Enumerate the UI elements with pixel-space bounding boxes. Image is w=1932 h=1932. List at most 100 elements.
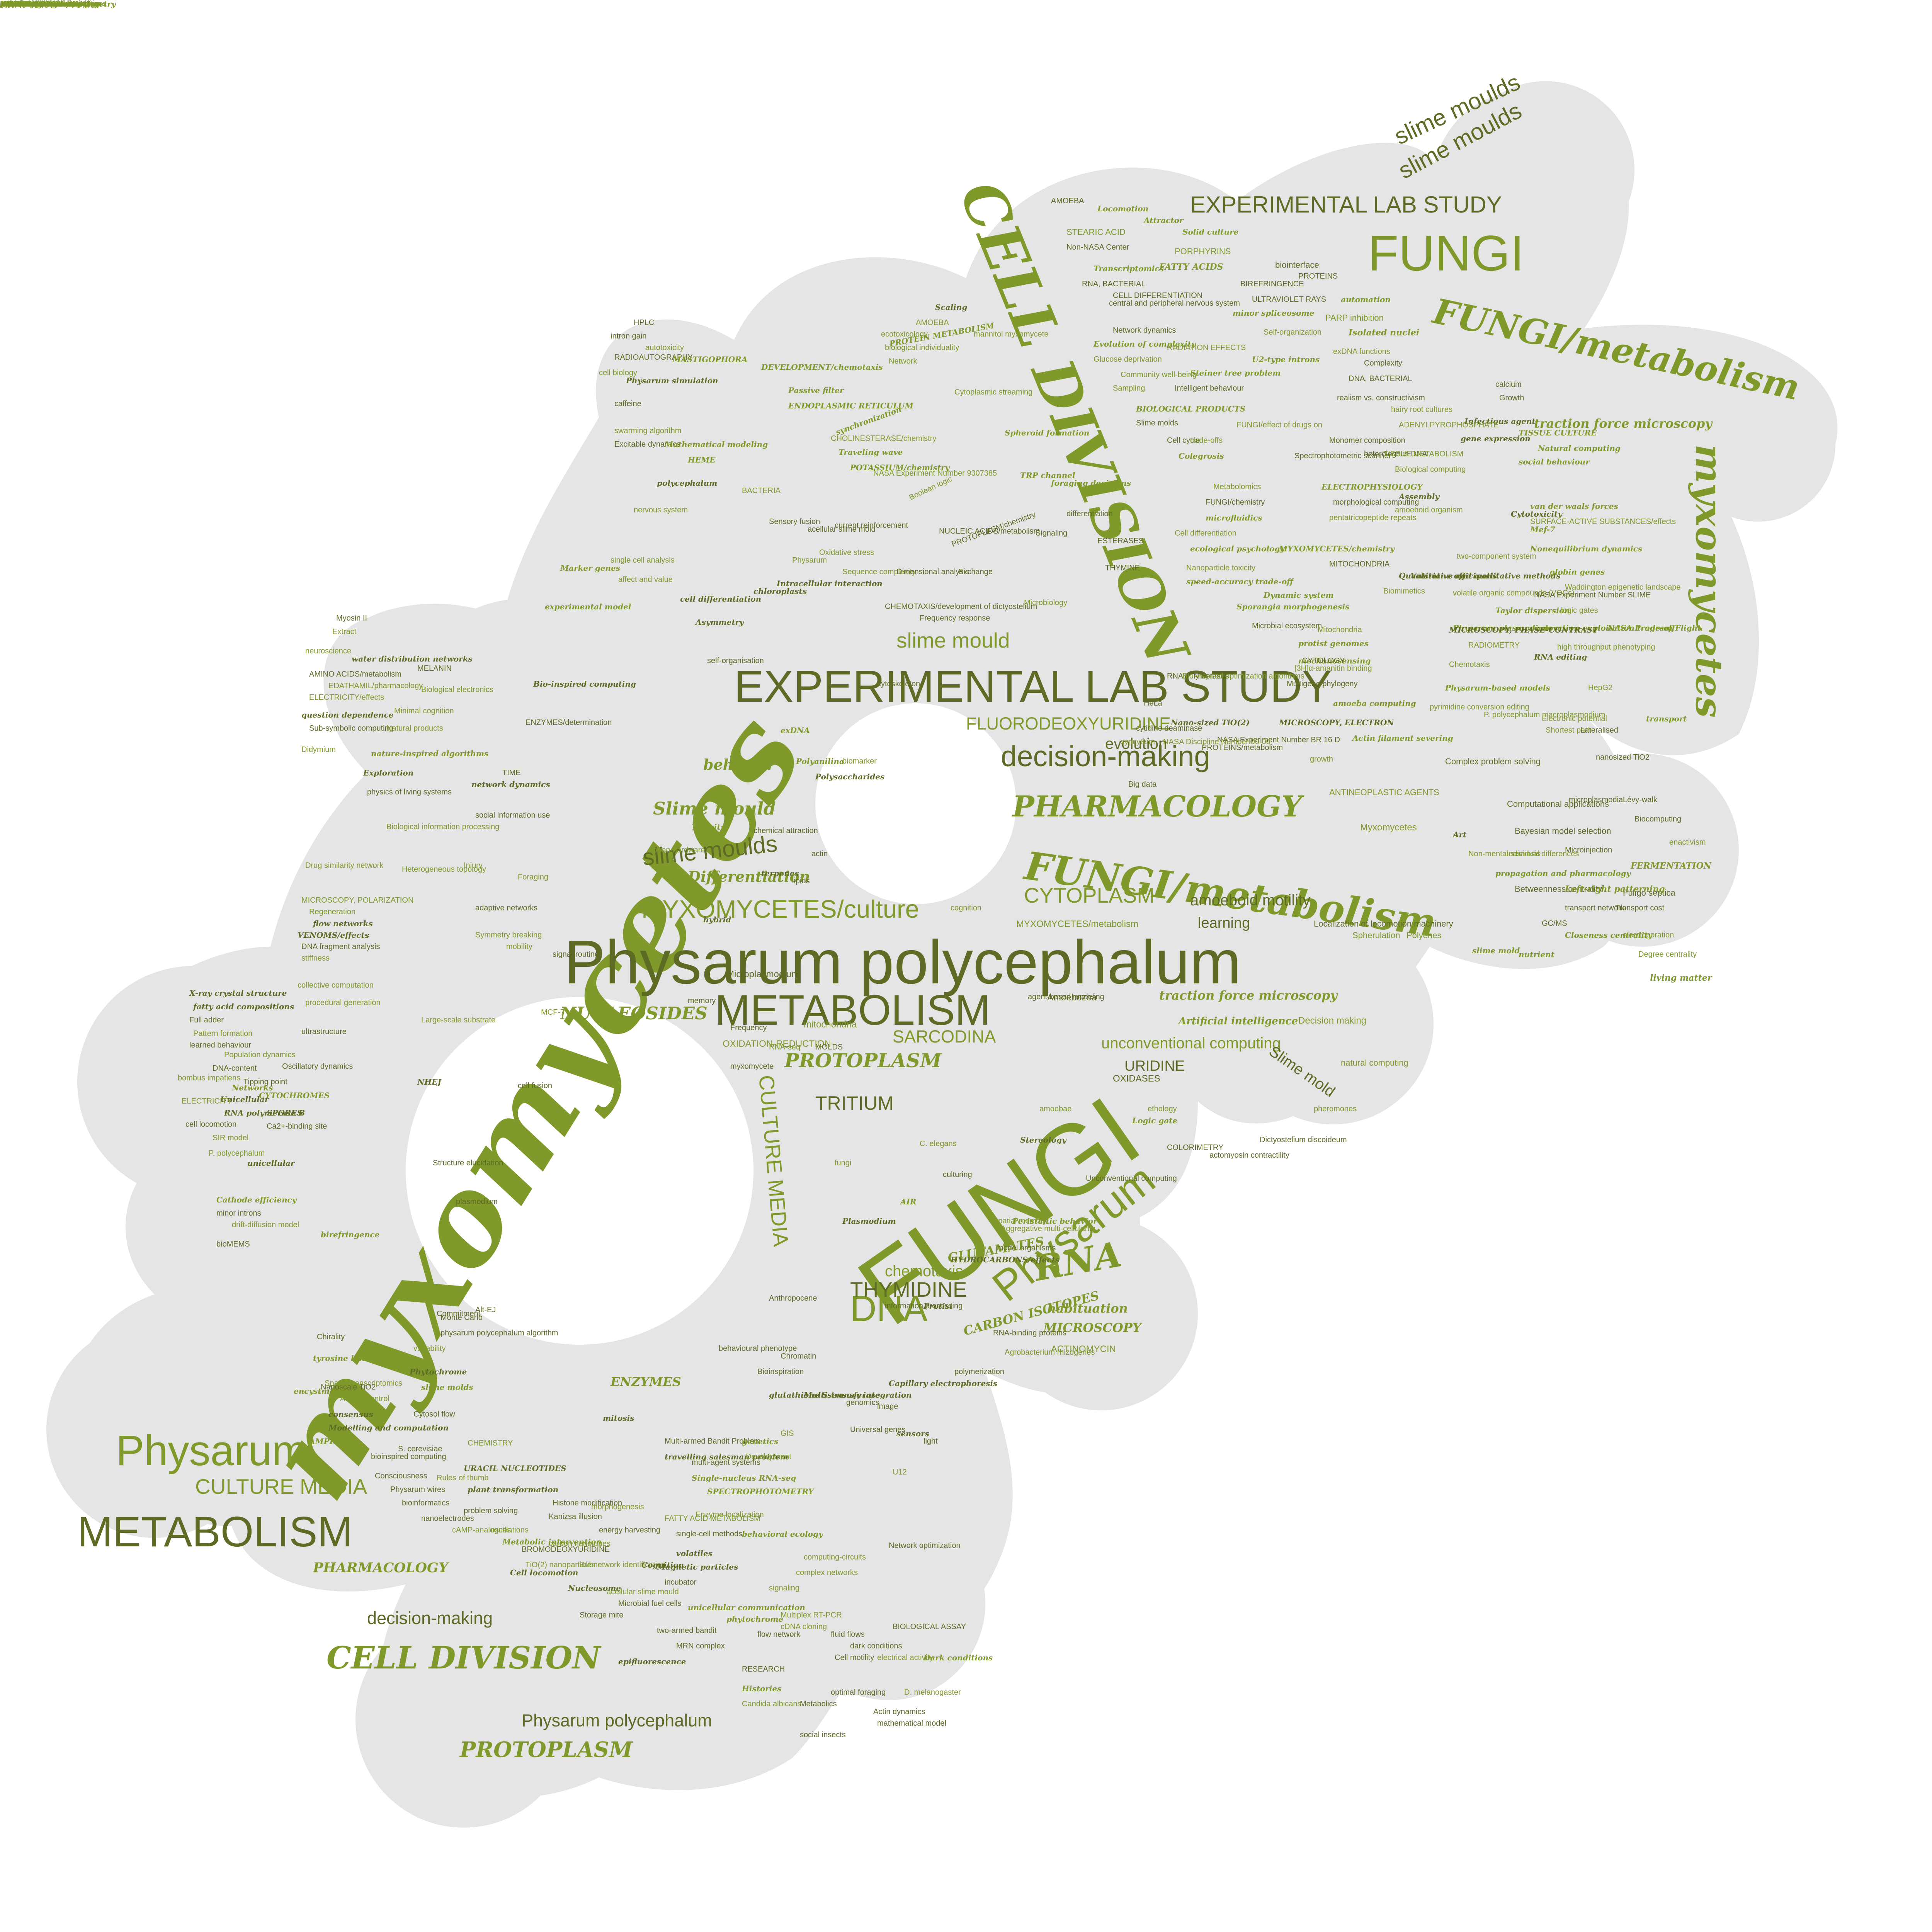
word-501: Gelsolin superfamily proteins — [0, 0, 99, 8]
word-475: Polyanilina — [796, 757, 844, 766]
word-394: memory — [688, 997, 716, 1005]
word-476: Polysaccharides — [815, 772, 885, 781]
word-227: Microbiology — [1024, 599, 1068, 607]
word-356: cDNA cloning — [781, 1622, 827, 1631]
word-472: cytoskeleton — [877, 680, 920, 688]
word-66: Polyenes — [1406, 930, 1442, 940]
word-110: BIREFRINGENCE — [1240, 280, 1304, 288]
word-8: FUNGI — [1368, 225, 1524, 281]
word-250: Sub-symbolic computing — [309, 724, 393, 733]
word-492: Mef-7 — [1530, 525, 1555, 534]
word-191: [3H]α-amanitin binding — [1294, 664, 1372, 673]
word-73: pyrimidine conversion editing — [1430, 703, 1529, 711]
word-261: stiffness — [301, 954, 330, 963]
word-438: mobility — [506, 942, 532, 951]
word-214: Cytoplasmic streaming — [954, 388, 1033, 396]
word-395: signal-routing — [553, 950, 599, 959]
word-78: nanosized TiO2 — [1596, 753, 1650, 762]
word-135: Slime molds — [1136, 419, 1178, 427]
word-498: biosensor — [0, 0, 42, 9]
word-79: microplasmodia — [1569, 796, 1623, 804]
word-210: Network — [889, 357, 917, 366]
word-514: PLASMODIUM — [0, 0, 64, 9]
word-282: cell locomotion — [185, 1120, 237, 1129]
word-503: ant colony optimization — [0, 0, 79, 8]
word-460: BACTERIA — [742, 486, 781, 495]
word-240: Extract — [332, 628, 357, 636]
word-172: speed-accuracy trade-off — [1186, 577, 1293, 586]
word-173: Dynamic system — [1264, 590, 1334, 600]
word-273: Tipping point — [243, 1078, 287, 1086]
word-323: oscillations — [491, 1526, 529, 1534]
word-32: SARCODINA — [893, 1027, 996, 1046]
word-480: foraging decisions — [1051, 478, 1131, 488]
word-360: complex networks — [796, 1568, 858, 1577]
word-212: DEVELOPMENT/chemotaxis — [761, 362, 883, 372]
word-500: comparative genomics — [0, 0, 78, 8]
word-464: chloroplasts — [753, 587, 807, 596]
word-139: Cell cycle — [1167, 436, 1200, 445]
word-390: MOLDS — [815, 1043, 843, 1051]
word-403: cognition — [951, 904, 982, 912]
word-151: ELECTROPHYSIOLOGY — [1321, 482, 1423, 492]
word-55: mitochondria — [804, 1019, 857, 1030]
word-125: calcium — [1495, 380, 1522, 389]
word-305: Modelling and computation — [328, 1423, 449, 1432]
word-23: PHARMACOLOGY — [1012, 789, 1302, 823]
word-243: MELANIN — [417, 664, 452, 673]
word-142: heterologous DNA — [1364, 450, 1427, 458]
word-355: Multiplex RT-PCR — [781, 1611, 842, 1619]
word-262: collective computation — [298, 981, 374, 990]
word-428: light — [923, 1437, 938, 1446]
word-422: Bioinspiration — [757, 1367, 804, 1376]
word-246: ELECTRICITY/effects — [309, 693, 384, 702]
word-71: Betweenness centrality — [1515, 884, 1602, 894]
word-294: Alt-EJ — [475, 1306, 496, 1314]
word-109: CELL DIFFERENTIATION — [1113, 291, 1203, 300]
word-138: gene expression — [1461, 434, 1531, 443]
word-435: cell fusion — [518, 1082, 552, 1090]
word-309: CHEMISTRY — [468, 1439, 513, 1447]
word-103: PORPHYRINS — [1175, 247, 1231, 256]
word-206: AMOEBA — [916, 318, 949, 327]
word-144: TISSUE CULTURE — [1519, 428, 1597, 437]
word-374: travelling salesman problem — [665, 1452, 789, 1461]
word-515: particle image velocimetry — [0, 0, 116, 9]
word-447: Symmetry breaking — [475, 931, 542, 939]
word-225: CHEMOTAXIS/development of dictyostelium — [885, 602, 1037, 611]
word-314: plant transformation — [468, 1485, 559, 1494]
word-1: Physarum polycephalum — [564, 927, 1241, 997]
word-116: PARP inhibition — [1325, 313, 1384, 323]
word-193: HepG2 — [1588, 684, 1613, 692]
word-381: HYDROCARBONS/effects — [951, 1255, 1060, 1264]
word-488: Art — [1453, 830, 1467, 839]
word-20: decision-making — [367, 1608, 493, 1628]
word-363: computing-circuits — [804, 1553, 866, 1561]
word-152: Assembly — [1399, 492, 1440, 501]
word-181: Microbial ecosystem — [1252, 622, 1322, 630]
word-171: Waddington epigenetic landscape — [1565, 583, 1681, 592]
word-337: MRN complex — [676, 1642, 725, 1650]
word-119: Network dynamics — [1113, 326, 1176, 335]
word-132: BIOLOGICAL PRODUCTS — [1136, 404, 1246, 413]
word-386: Dictyostelium discoideum — [1260, 1136, 1347, 1144]
word-312: URACIL NUCLEOTIDES — [464, 1464, 566, 1473]
word-93: GC/MS — [1542, 919, 1567, 928]
word-260: DNA fragment analysis — [301, 942, 380, 951]
word-359: signaling — [769, 1584, 799, 1592]
word-254: Exploration — [363, 768, 414, 777]
word-392: myxomycete — [730, 1062, 774, 1071]
word-412: Stereology — [1020, 1135, 1066, 1145]
word-189: protist genomes — [1298, 639, 1369, 648]
word-267: Pattern formation — [193, 1029, 253, 1038]
word-41: Slime mould — [653, 798, 776, 819]
word-373: Multi-armed Bandit Problem — [665, 1437, 760, 1446]
word-446: adaptive networks — [475, 904, 538, 912]
word-463: Asymmetry — [696, 617, 744, 627]
word-431: GIS — [781, 1429, 794, 1438]
word-72: Complex problem solving — [1445, 757, 1541, 766]
word-350: Cell motility — [835, 1653, 874, 1662]
word-192: Physarum-based models — [1445, 683, 1550, 692]
word-478: TRP channel — [1020, 471, 1075, 480]
word-115: minor spliceosome — [1233, 308, 1315, 318]
